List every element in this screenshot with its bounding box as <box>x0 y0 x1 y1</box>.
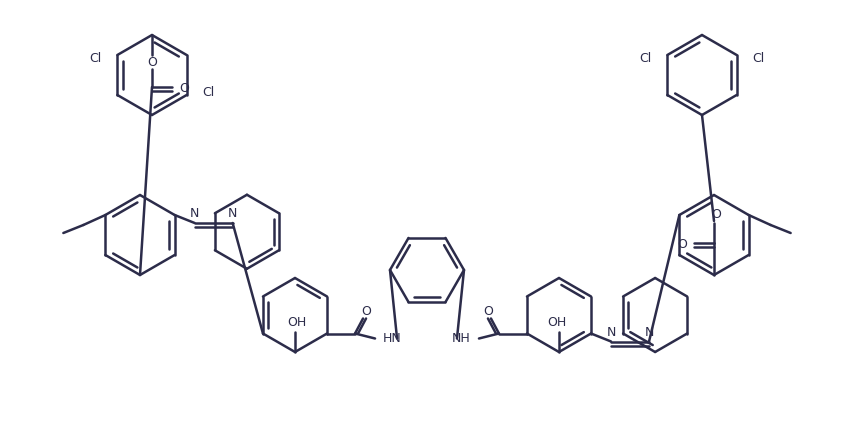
Text: O: O <box>361 305 370 318</box>
Text: N: N <box>606 326 615 339</box>
Text: NH: NH <box>452 332 470 345</box>
Text: N: N <box>644 326 653 339</box>
Text: OH: OH <box>547 317 566 330</box>
Text: O: O <box>179 82 189 95</box>
Text: O: O <box>147 55 157 69</box>
Text: Cl: Cl <box>751 51 764 65</box>
Text: Cl: Cl <box>638 51 651 65</box>
Text: HN: HN <box>383 332 401 345</box>
Text: O: O <box>676 239 686 252</box>
Text: N: N <box>228 207 237 220</box>
Text: OH: OH <box>287 317 306 330</box>
Text: O: O <box>483 305 492 318</box>
Text: Cl: Cl <box>89 51 102 65</box>
Text: N: N <box>189 207 199 220</box>
Text: Cl: Cl <box>202 86 215 99</box>
Text: O: O <box>711 208 720 222</box>
